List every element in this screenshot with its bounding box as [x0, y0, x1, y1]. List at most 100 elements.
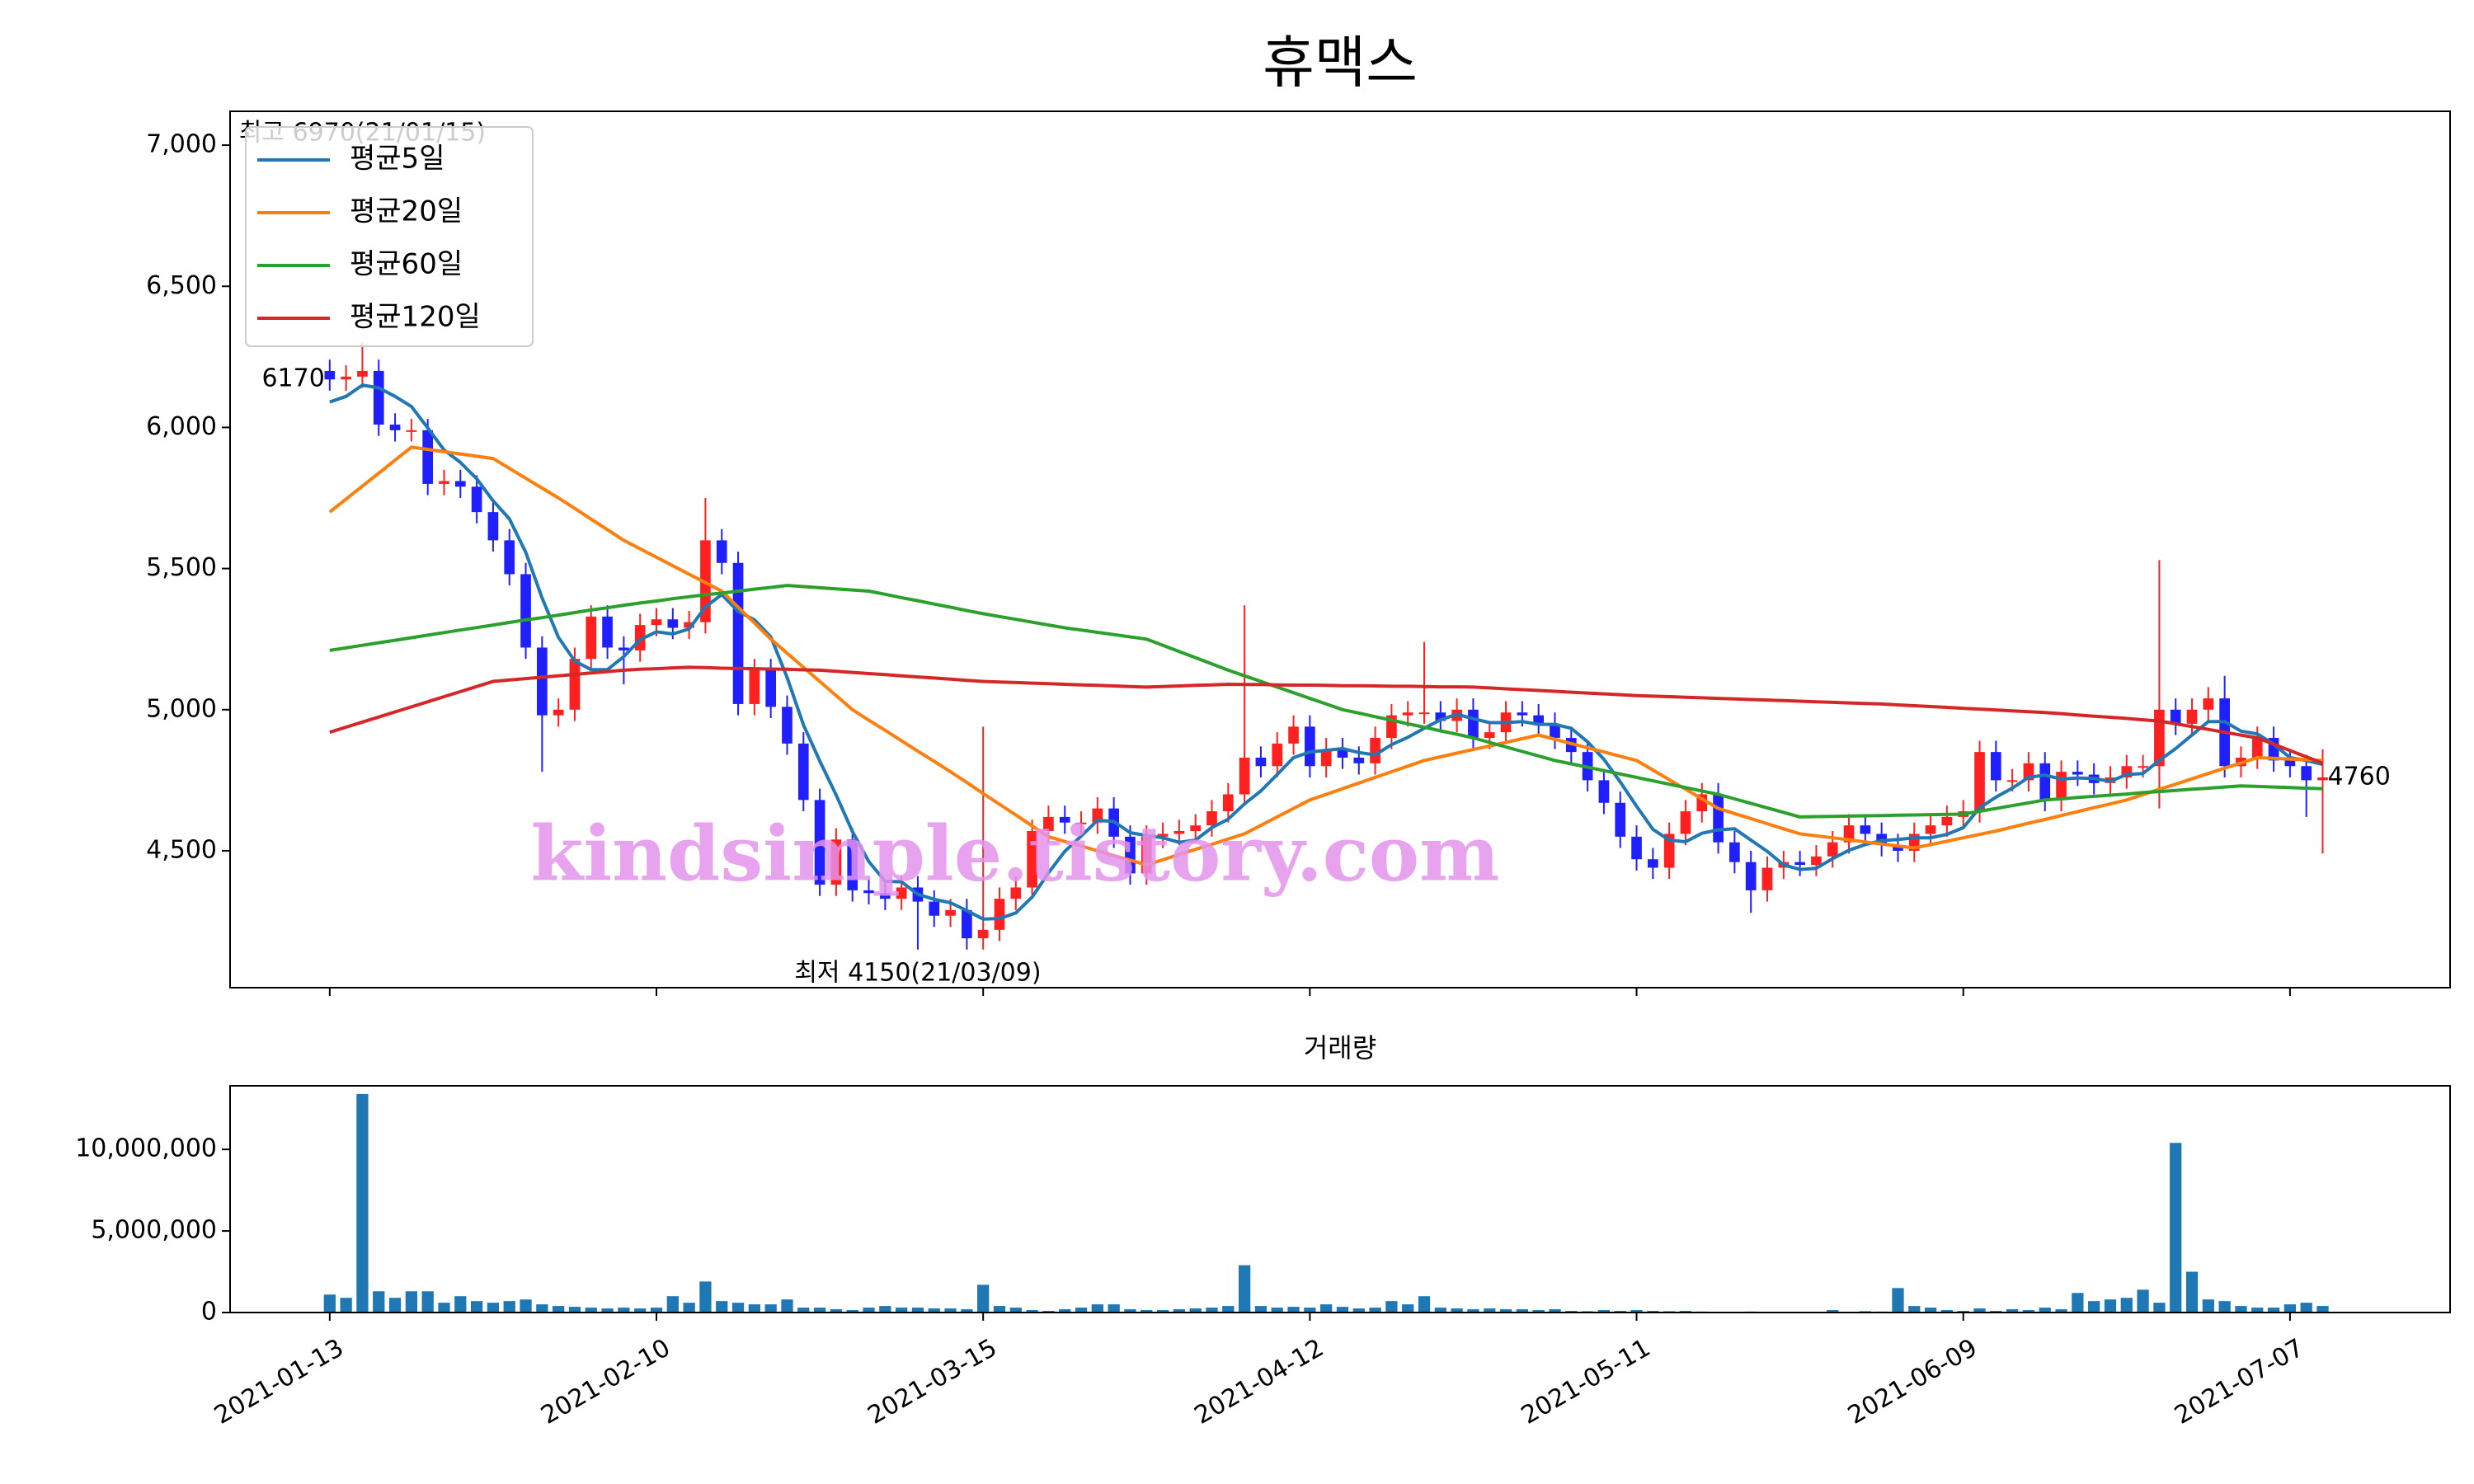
volume-bar [1369, 1308, 1381, 1313]
candle-body [1761, 867, 1773, 890]
candle-body [879, 893, 891, 899]
candle-body [684, 622, 694, 628]
legend-label: 평균5일 [350, 143, 444, 176]
candle-body [1484, 732, 1495, 739]
volume-bar [1385, 1301, 1398, 1313]
candle-body [1320, 749, 1332, 767]
volume-bar [911, 1308, 924, 1313]
candle-body [1533, 715, 1545, 724]
volume-bar [2072, 1293, 2084, 1313]
volume-bar [2300, 1303, 2312, 1313]
volume-bar [568, 1307, 581, 1313]
candle-body [1550, 723, 1560, 739]
volume-bar [1108, 1304, 1120, 1313]
volume-bar [1892, 1288, 1904, 1313]
candle-body [1255, 757, 1267, 767]
volume-bar [2185, 1271, 2199, 1313]
volume-bar [1141, 1310, 1153, 1313]
volume-bar [1026, 1310, 1038, 1313]
candle-body [373, 370, 384, 425]
y-tick-label: 4,500 [146, 835, 217, 864]
candle-body [553, 709, 564, 716]
candle-body [324, 370, 336, 380]
candle-body [1794, 862, 1805, 866]
candle-body [1174, 830, 1185, 834]
volume-bar [1222, 1306, 1235, 1313]
volume-bar [1352, 1308, 1365, 1313]
annotation: 4760 [2327, 762, 2390, 791]
chart-title: 휴맥스 [1263, 31, 1418, 96]
volume-bar [1827, 1310, 1839, 1313]
volume-bar [536, 1304, 548, 1313]
volume-bar [879, 1306, 891, 1313]
y-tick-label: 6,500 [146, 271, 217, 300]
volume-bar [2267, 1308, 2280, 1313]
volume-bar [438, 1303, 450, 1313]
volume-bar [421, 1291, 434, 1313]
volume-bar [1254, 1306, 1268, 1313]
volume-bar [1336, 1307, 1349, 1313]
candle-body [1190, 825, 1202, 831]
candle-body [1893, 845, 1903, 851]
volume-bar [470, 1301, 483, 1313]
candle-body [765, 669, 777, 707]
candle-body [782, 707, 793, 744]
candle-body [1680, 811, 1691, 834]
volume-bar [520, 1299, 532, 1313]
volume-bar [846, 1310, 858, 1313]
candle-body [2154, 709, 2165, 767]
candle-body [1353, 757, 1365, 763]
candle-body [1043, 816, 1054, 831]
candle-body [945, 909, 956, 916]
candle-body [406, 430, 417, 432]
candle-body [929, 901, 940, 916]
volume-bar [830, 1309, 843, 1313]
y-tick-label: 7,000 [146, 130, 217, 159]
volume-bar [1124, 1309, 1136, 1313]
candle-body [1222, 794, 1234, 812]
volume-bar [1434, 1308, 1446, 1313]
volume-bar [1418, 1296, 1431, 1313]
volume-bar [993, 1306, 1006, 1313]
legend-label: 평균60일 [350, 248, 463, 281]
candle-body [797, 743, 809, 801]
volume-bar [896, 1308, 908, 1313]
legend-label: 평균120일 [350, 301, 481, 334]
candle-body [1860, 825, 1871, 834]
volume-bar [1940, 1310, 1954, 1313]
volume-bar [2235, 1306, 2247, 1313]
volume-bar [2039, 1308, 2051, 1313]
volume-bar [764, 1304, 777, 1313]
candle-body [1305, 726, 1315, 767]
watermark: kindsimple.tistory.com [530, 810, 1499, 899]
candle-body [389, 425, 401, 430]
volume-bar [1156, 1310, 1169, 1313]
candle-body [569, 659, 581, 710]
candle-body [2039, 763, 2051, 801]
volume-title: 거래량 [1304, 1032, 1376, 1064]
candle-body [520, 574, 531, 648]
candle-body [2301, 766, 2312, 781]
volume-bar [781, 1299, 793, 1313]
volume-bar [2022, 1310, 2035, 1313]
candle-body [896, 887, 907, 899]
volume-bar [1630, 1310, 1643, 1313]
volume-bar [2202, 1299, 2214, 1313]
volume-bar [1451, 1308, 1463, 1313]
candle-body [1206, 811, 1217, 826]
ma-line [328, 445, 2323, 867]
candle-body [602, 616, 613, 648]
volume-bar [1597, 1310, 1611, 1313]
volume-bar [1467, 1309, 1479, 1313]
volume-bar [2104, 1299, 2117, 1313]
candle-body [1990, 752, 2001, 781]
candle-body [1125, 836, 1136, 874]
candle-body [2317, 777, 2328, 781]
volume-bar [1924, 1308, 1937, 1313]
y-tick-label: 5,000 [146, 694, 217, 723]
legend-label: 평균20일 [350, 195, 463, 228]
candle-body [749, 669, 760, 704]
